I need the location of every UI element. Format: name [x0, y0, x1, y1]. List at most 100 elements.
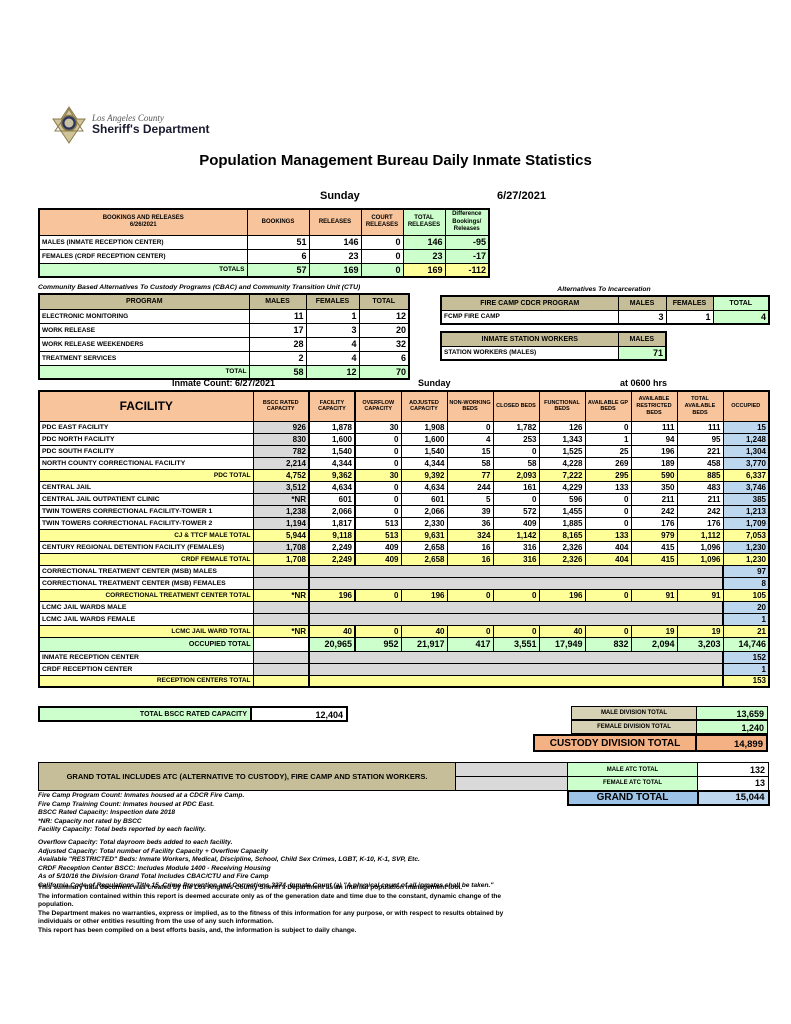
- cell-value: 2,330: [400, 516, 448, 530]
- cell-value: 58: [248, 364, 307, 380]
- table-row: CORRECTIONAL TREATMENT CENTER (MSB) MALE…: [38, 564, 770, 578]
- cell-value: 196: [630, 444, 678, 458]
- cell-value: 1,230: [722, 552, 770, 566]
- column-header: AVAILABLE RESTRICTED BEDS: [630, 390, 678, 422]
- cell-value: 2,093: [492, 468, 540, 482]
- cell-value: 0: [446, 624, 494, 638]
- cell-value: 4,344: [308, 456, 356, 470]
- cell-value: 1,525: [538, 444, 586, 458]
- cell-value: 23: [308, 248, 362, 264]
- table-row: CJ & TTCF MALE TOTAL 5,944 9,118 513 9,631 32…: [38, 528, 770, 542]
- cell-value: [252, 576, 310, 590]
- table-row: LCMC JAIL WARDS MALE 20: [38, 600, 770, 614]
- cell-value: 9,362: [308, 468, 356, 482]
- bookings-header-row: BOOKINGS AND RELEASES 6/26/2021 BOOKINGS …: [38, 208, 490, 236]
- cell-value: 9,392: [400, 468, 448, 482]
- cell-value: [308, 600, 724, 614]
- cell-value: 4: [305, 336, 360, 352]
- total-bscc-value: 12,404: [252, 706, 348, 722]
- cell-value: 0: [446, 588, 494, 602]
- column-header: INMATE STATION WORKERS: [440, 331, 619, 347]
- facility-table: FACILITY BSCC RATED CAPACITY FACILITY CA…: [38, 390, 770, 688]
- cell-value: 3,203: [676, 636, 724, 652]
- cell-value: [252, 674, 310, 688]
- cell-value: 1,885: [538, 516, 586, 530]
- cell-value: 415: [630, 552, 678, 566]
- cell-value: 7,053: [722, 528, 770, 542]
- cell-value: 176: [676, 516, 724, 530]
- cell-value: 12: [305, 364, 360, 380]
- cell-value: 409: [492, 516, 540, 530]
- total-bscc-label: TOTAL BSCC RATED CAPACITY: [38, 706, 252, 722]
- cell-value: 483: [676, 480, 724, 494]
- table-row: LCMC JAIL WARD TOTAL *NR 40 0 40 0 0 40 0 19 19 21: [38, 624, 770, 638]
- column-header: TOTAL RELEASES: [402, 208, 446, 236]
- cell-value: 111: [676, 420, 724, 434]
- bookings-table: BOOKINGS AND RELEASES 6/26/2021 BOOKINGS …: [38, 208, 490, 278]
- cell-value: 1,304: [722, 444, 770, 458]
- cell-value: 4: [712, 309, 770, 325]
- table-row: TREATMENT SERVICES 2 4 6: [38, 350, 410, 366]
- cell-value: 95: [676, 432, 724, 446]
- cell-value: 0: [354, 504, 402, 518]
- cell-value: 77: [446, 468, 494, 482]
- cell-value: 189: [630, 456, 678, 470]
- cell-value: 3,770: [722, 456, 770, 470]
- table-row: STATION WORKERS (MALES) 71: [440, 345, 667, 361]
- cell-value: 269: [584, 456, 632, 470]
- table-row: TWIN TOWERS CORRECTIONAL FACILITY-TOWER …: [38, 516, 770, 530]
- row-label: CENTRAL JAIL OUTPATIENT CLINIC: [38, 492, 254, 506]
- row-label: LCMC JAIL WARDS MALE: [38, 600, 254, 614]
- cell-value: 1,112: [676, 528, 724, 542]
- row-label: WORK RELEASE WEEKENDERS: [38, 336, 250, 352]
- row-label: TREATMENT SERVICES: [38, 350, 250, 366]
- cell-value: 126: [538, 420, 586, 434]
- cell-value: 1: [305, 308, 360, 324]
- cell-value: 0: [584, 624, 632, 638]
- column-header: RELEASES: [308, 208, 362, 236]
- cell-value: 4: [446, 432, 494, 446]
- cell-value: 9,631: [400, 528, 448, 542]
- cell-value: 20: [358, 322, 410, 338]
- female-atc-total-value: 13: [697, 776, 769, 791]
- column-header: TOTAL AVAILABLE BEDS: [676, 390, 724, 422]
- row-label: CORRECTIONAL TREATMENT CENTER TOTAL: [38, 588, 254, 602]
- cell-value: 0: [584, 516, 632, 530]
- cell-value: 2: [248, 350, 307, 366]
- cell-value: 146: [308, 234, 362, 250]
- inmate-count-date: Inmate Count: 6/27/2021: [172, 378, 276, 388]
- cell-value: 1,708: [252, 540, 310, 554]
- cell-value: 221: [676, 444, 724, 458]
- cell-value: 32: [358, 336, 410, 352]
- cell-value: 0: [354, 492, 402, 506]
- alternatives-title: Alternatives To Incarceration: [557, 286, 651, 293]
- cell-value: 601: [308, 492, 356, 506]
- cbac-header-row: PROGRAM MALES FEMALES TOTAL: [38, 293, 410, 310]
- cell-value: 1: [665, 309, 714, 325]
- cell-value: 57: [246, 262, 310, 278]
- cell-value: 2,214: [252, 456, 310, 470]
- cell-value: 2,658: [400, 540, 448, 554]
- row-label: LCMC JAIL WARD TOTAL: [38, 624, 254, 638]
- table-row: LCMC JAIL WARDS FEMALE 1: [38, 612, 770, 626]
- cell-value: 0: [354, 480, 402, 494]
- atc-note: GRAND TOTAL INCLUDES ATC (ALTERNATIVE TO…: [38, 762, 456, 791]
- cell-value: 146: [402, 234, 446, 250]
- cell-value: 0: [354, 456, 402, 470]
- row-label: CJ & TTCF MALE TOTAL: [38, 528, 254, 542]
- filler-cell: [455, 776, 568, 791]
- row-label: PDC SOUTH FACILITY: [38, 444, 254, 458]
- inmate-count-time: at 0600 hrs: [620, 378, 668, 388]
- footnote: BSCC Rated Capacity: Inspection date 201…: [38, 809, 176, 817]
- column-header: MALES: [617, 331, 667, 347]
- cell-value: 242: [630, 504, 678, 518]
- cell-value: 196: [400, 588, 448, 602]
- male-atc-total-value: 132: [697, 762, 769, 777]
- cell-value: 133: [584, 528, 632, 542]
- disclaimer: This summary data document was created b…: [38, 884, 508, 936]
- cell-value: 4,228: [538, 456, 586, 470]
- column-header: MALES: [617, 295, 667, 311]
- cell-value: 71: [617, 345, 667, 361]
- cell-value: 409: [354, 540, 402, 554]
- cell-value: 133: [584, 480, 632, 494]
